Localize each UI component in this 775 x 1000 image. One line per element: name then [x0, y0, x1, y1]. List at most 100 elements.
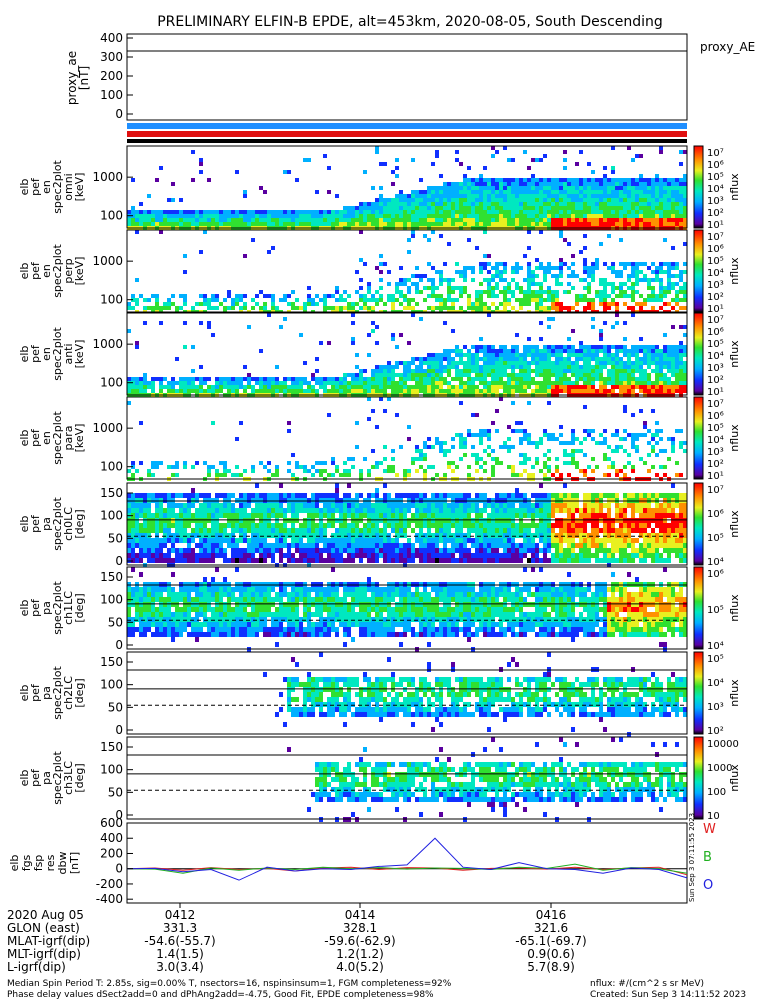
spectrogram-cell [539, 441, 543, 445]
spectrogram-cell [543, 369, 547, 373]
spectrogram-cell [615, 182, 619, 186]
spectrogram-cell [563, 369, 567, 373]
spectrogram-cell [411, 230, 415, 234]
spectrogram-cell [383, 513, 387, 518]
spectrogram-cell [359, 385, 363, 389]
spectrogram-cell [647, 266, 651, 270]
spectrogram-cell [475, 433, 479, 437]
spectrogram-cell [423, 198, 427, 202]
spectrogram-cell [371, 449, 375, 453]
spectrogram-cell [571, 381, 575, 385]
spectrogram-cell [599, 194, 603, 198]
spectrogram-cell [403, 548, 407, 553]
spectrogram-cell [355, 365, 359, 369]
spectrogram-cell [163, 513, 167, 518]
spectrogram-cell [343, 373, 347, 377]
spectrogram-cell [419, 222, 423, 226]
spectrogram-cell [655, 377, 659, 381]
spectrogram-cell [167, 385, 171, 389]
spectrogram-cell [583, 266, 587, 270]
spectrogram-cell [671, 274, 675, 278]
spectrogram-cell [527, 246, 531, 250]
spectrogram-cell [147, 214, 151, 218]
spectrogram-cell [279, 503, 283, 508]
spectrogram-cell [423, 298, 427, 302]
spectrogram-cell [483, 469, 487, 473]
spectrogram-cell [183, 298, 187, 302]
spectrogram-cell [335, 194, 339, 198]
spectrogram-cell [439, 389, 443, 393]
spectrogram-cell [235, 389, 239, 393]
spectrogram-cell [591, 325, 595, 329]
spectrogram-cell [375, 302, 379, 306]
spectrogram-cell [443, 214, 447, 218]
spectrogram-cell [511, 465, 515, 469]
spectrogram-cell [383, 202, 387, 206]
spectrogram-cell [239, 503, 243, 508]
spectrogram-cell [163, 533, 167, 538]
spectrogram-cell [611, 214, 615, 218]
spectrogram-cell [451, 445, 455, 449]
spectrogram-cell [267, 210, 271, 214]
spectrogram-cell [171, 465, 175, 469]
spectrogram-cell [335, 558, 339, 563]
spectrogram-cell [267, 528, 271, 533]
spectrogram-cell [323, 385, 327, 389]
spectrogram-cell [491, 365, 495, 369]
spectrogram-cell [607, 210, 611, 214]
spectrogram-cell [575, 373, 579, 377]
spectrogram-cell [231, 543, 235, 548]
spectrogram-cell [655, 369, 659, 373]
spectrogram-cell [539, 302, 543, 306]
spectrogram-cell [279, 508, 283, 513]
spectrogram-cell [311, 210, 315, 214]
spectrogram-cell [343, 533, 347, 538]
spectrogram-cell [439, 210, 443, 214]
spectrogram-cell [623, 389, 627, 393]
spectrogram-cell [555, 381, 559, 385]
spectrogram-cell [603, 349, 607, 353]
spectrogram-cell [339, 381, 343, 385]
spectrogram-cell [623, 178, 627, 182]
spectrogram-cell [519, 178, 523, 182]
spectrogram-cell [199, 365, 203, 369]
spectrogram-cell [643, 461, 647, 465]
spectrogram-cell [487, 286, 491, 290]
spectrogram-cell [355, 206, 359, 210]
colorbar-tick: 10⁷ [707, 148, 724, 159]
spectrogram-cell [635, 278, 639, 282]
spectrogram-cell [447, 242, 451, 246]
spectrogram-cell [675, 190, 679, 194]
spectrogram-cell [227, 290, 231, 294]
spectrogram-cell [295, 543, 299, 548]
spectrogram-cell [503, 278, 507, 282]
spectrogram-cell [299, 377, 303, 381]
spectrogram-cell [535, 445, 539, 449]
spectrogram-cell [539, 178, 543, 182]
spectrogram-cell [531, 190, 535, 194]
spectrogram-cell [183, 553, 187, 558]
spectrogram-cell [243, 389, 247, 393]
spectrogram-cell [287, 461, 291, 465]
spectrogram-cell [263, 498, 267, 503]
spectrogram-cell [547, 357, 551, 361]
spectrogram-cell [483, 266, 487, 270]
spectrogram-cell [535, 282, 539, 286]
spectrogram-cell [595, 206, 599, 210]
spectrogram-cell [239, 493, 243, 498]
spectrogram-cell [243, 533, 247, 538]
spectrogram-cell [503, 298, 507, 302]
spectrogram-cell [283, 210, 287, 214]
spectrogram-cell [439, 234, 443, 238]
spectrogram-cell [231, 548, 235, 553]
spectrogram-cell [307, 214, 311, 218]
spectrogram-cell [227, 533, 231, 538]
spectrogram-cell [271, 543, 275, 548]
spectrogram-cell [379, 162, 383, 166]
spectrogram-cell [643, 421, 647, 425]
spectrogram-cell [547, 365, 551, 369]
spectrogram-cell [539, 306, 543, 310]
spectrogram-cell [431, 385, 435, 389]
spectrogram-cell [571, 353, 575, 357]
spectrogram-cell [479, 365, 483, 369]
